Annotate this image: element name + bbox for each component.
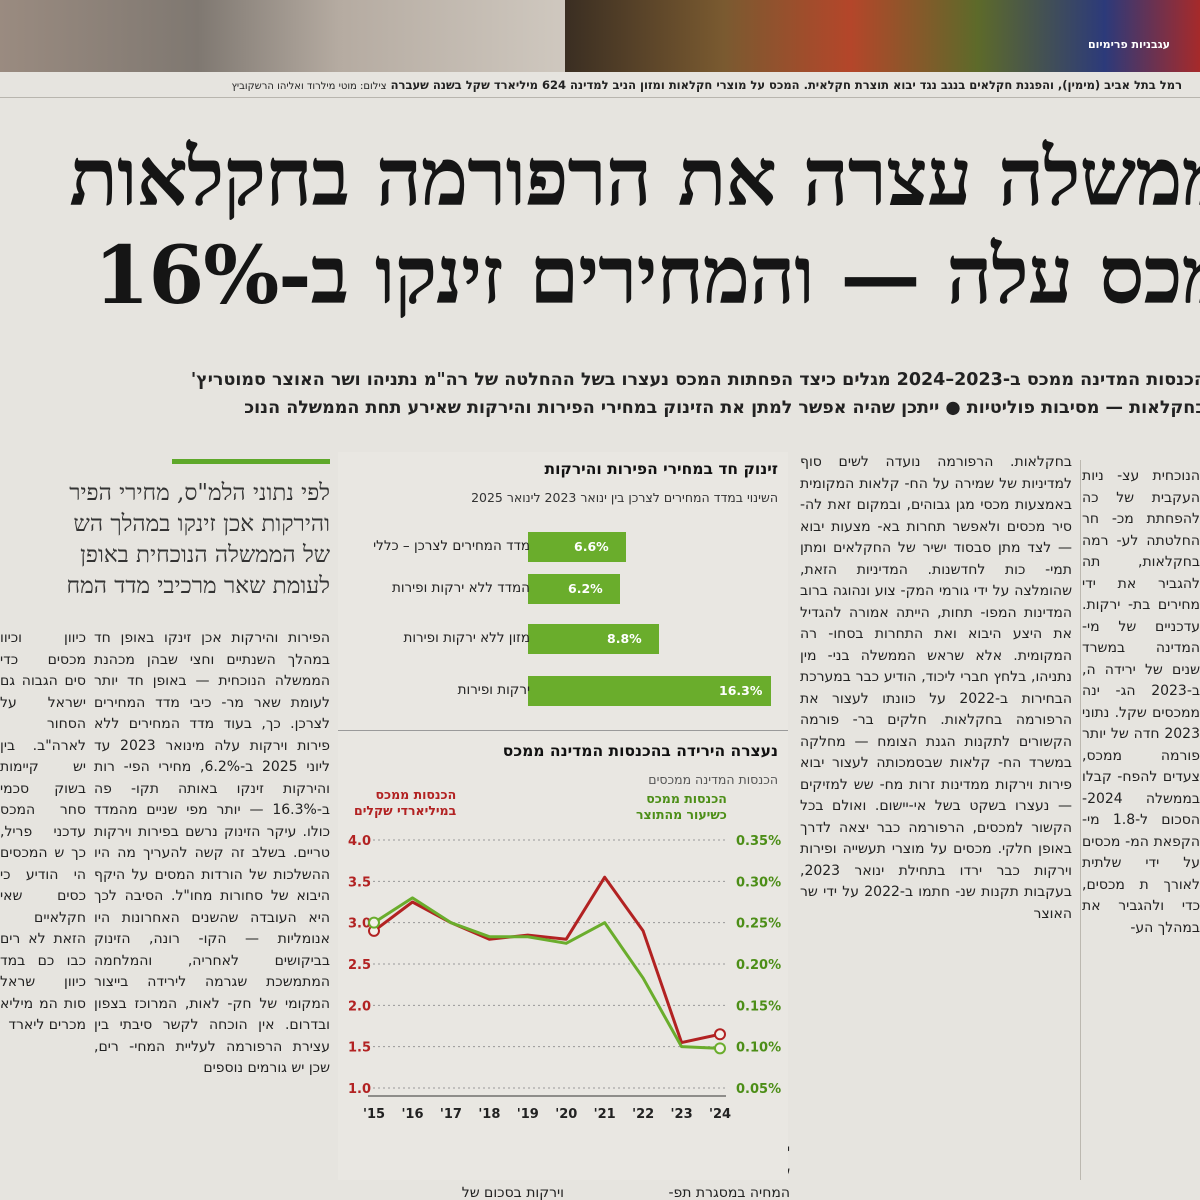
subheadline: הכנסות המדינה ממכס ב-2023–2024 מגלים כיצ… [0,366,1200,422]
subhead-line-1: הכנסות המדינה ממכס ב-2023–2024 מגלים כיצ… [190,370,1200,390]
y-left-tick-label: 1.0 [348,1082,371,1097]
article-column-middle: הפירות והירקות אכן זינקו באופן חד במהלך … [94,628,330,1148]
line-chart-title: נעצרה הירידה בהכנסות המדינה ממכס [502,742,778,760]
series-marker [714,1042,726,1055]
y-left-tick-label: 2.0 [348,999,371,1014]
y-left-tick-label: 2.5 [348,958,371,973]
legend-text: הכנסות ממכס [646,791,727,806]
x-tick-label: '16 [401,1107,423,1122]
x-tick-label: '24 [709,1107,731,1122]
x-tick-label: '22 [632,1107,654,1122]
market-sign: עגבניות פרימיום [1087,38,1170,51]
bar [528,574,620,604]
y-right-tick-label: 0.15% [736,999,781,1014]
column-text: בחקלאות. הרפורמה נועדה לשים סוף למדיניות… [800,454,1072,922]
pull-quote-line: של הממשלה הנוכחית באופן [80,542,330,568]
legend-text: כשיעור מהתוצר [636,807,727,822]
column-text: הפירות והירקות אכן זינקו באופן חד במהלך … [94,630,330,1076]
pull-quote-line: לעומת שאר מרכיבי מדד המח [66,573,330,599]
headline: ממשלה עצרה את הרפורמה בחקלאות מכס עלה — … [0,128,1200,324]
photo-caption: רמל בתל אביב (מימין), והפגנת חקלאים בנגב… [2,78,1182,92]
bar-value-label: 16.3% [719,683,763,698]
chart-panel: זינוק חד במחירי הפירות והירקות השינוי במ… [338,452,788,1180]
x-tick-label: '17 [440,1107,462,1122]
y-left-tick-label: 1.5 [348,1041,371,1056]
line-chart: 1.0 1.5 2.0 2.5 3.0 3.5 4.0 0.05% 0.10% 0.15% 0.20… [348,834,781,1122]
bar-row: 8.8% מזון ללא ירקות ופירות [338,624,788,654]
pull-quote-accent [172,459,330,464]
line-chart-subtitle: הכנסות המדינה ממכסים [648,772,778,787]
y-right-tick-label: 0.25% [736,917,781,932]
x-tick-label: '19 [517,1107,539,1122]
caption-text: רמל בתל אביב (מימין), והפגנת חקלאים בנגב… [390,78,1182,92]
y-right-tick-label: 0.10% [736,1041,781,1056]
column-divider [1080,460,1081,1180]
y-right-tick-label: 0.05% [736,1082,781,1097]
column-text: כיוון וכיוו מכסים כדי סים הגבוה גם ישראל… [0,630,86,1033]
pull-quote-line: לפי נתוני הלמ"ס, מחירי הפיר [69,480,330,506]
legend-gdp-share: הכנסות ממכס כשיעור מהתוצר [636,791,727,823]
bar-row: 16.3% ירקות ופירות [338,676,788,706]
headline-line-2: מכס עלה — והמחירים זינקו ב-16% [93,228,1200,322]
legend-text: במיליארדי שקלים [354,803,457,818]
bar-value-label: 6.6% [574,539,609,554]
article-column-far-left: כיוון וכיוו מכסים כדי סים הגבוה גם ישראל… [0,628,86,1200]
x-tick-label: '23 [671,1107,693,1122]
bar [528,676,771,706]
pull-quote: לפי נתוני הלמ"ס, מחירי הפיר והירקות אכן … [0,478,330,602]
protest-photo [0,0,565,72]
x-tick-label: '18 [478,1107,500,1122]
legend-text: הכנסות ממכס [375,787,457,802]
y-left-tick-label: 3.0 [348,917,371,932]
bar-category-label: המדד ללא ירקות ופירות [391,580,530,596]
headline-line-1: ממשלה עצרה את הרפורמה בחקלאות [69,130,1200,224]
y-right-tick-label: 0.30% [736,875,781,890]
bar-category-label: מדד המחירים לצרכן – כללי [373,538,530,554]
pull-quote-line: והירקות אכן זינקו במהלך הש [73,511,330,537]
bar-row: 6.2% המדד ללא ירקות ופירות [338,574,788,604]
series-marker [714,1028,726,1041]
photo-credit: צילום: מוטי מילרוד ואליהו הרשקוביץ [231,81,387,92]
x-tick-label: '21 [594,1107,616,1122]
bar-category-label: מזון ללא ירקות ופירות [403,630,530,646]
x-tick-label: '15 [363,1107,385,1122]
y-left-tick-label: 4.0 [348,834,371,849]
y-left-tick-label: 3.5 [348,875,371,890]
subhead-line-2: בחקלאות — מסיבות פוליטיות ● ייתכן שהיה א… [244,398,1200,418]
series-line [373,896,721,1050]
series-marker [368,916,380,929]
divider [0,97,1200,98]
column-text: הנוכחית עצ- ניות העקבית של כה להפחתת מכ-… [1082,468,1200,936]
chart-divider [338,730,788,731]
bar [528,624,659,654]
bar-value-label: 6.2% [568,581,603,596]
bar-row: 6.6% מדד המחירים לצרכן – כללי [338,532,788,562]
bar-category-label: ירקות ופירות [457,682,530,698]
legend-revenue: הכנסות ממכס במיליארדי שקלים [354,787,456,819]
y-right-tick-label: 0.20% [736,958,781,973]
series-line [373,875,721,1045]
bar-chart-title: זינוק חד במחירי הפירות והירקות [544,460,778,478]
article-column-right-partial: הנוכחית עצ- ניות העקבית של כה להפחתת מכ-… [1082,466,1200,1190]
article-column-main: בחקלאות. הרפורמה נועדה לשים סוף למדיניות… [800,452,1072,1180]
market-photo: עגבניות פרימיום [565,0,1200,72]
bar-chart-subtitle: השינוי במדד המחירים לצרכן בין ינואר 2023… [471,490,778,505]
x-tick-label: '20 [555,1107,577,1122]
bar-value-label: 8.8% [607,631,642,646]
y-right-tick-label: 0.35% [736,834,781,849]
bar [528,532,626,562]
photo-strip: עגבניות פרימיום [0,0,1200,72]
